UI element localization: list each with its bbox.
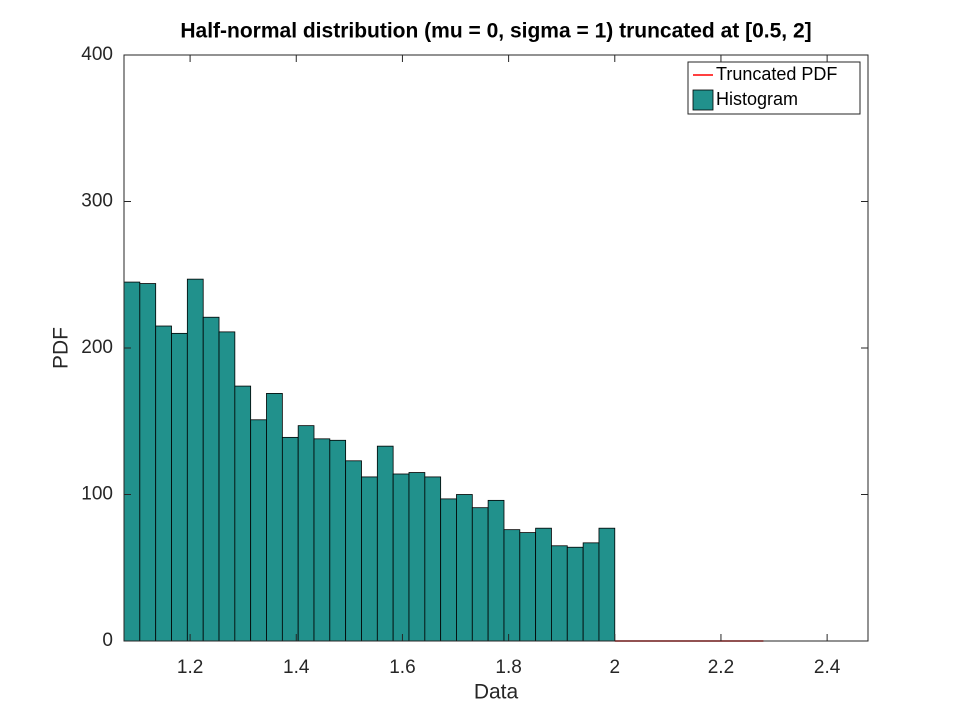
x-tick-label: 2.4 xyxy=(814,657,841,678)
bar xyxy=(376,445,394,642)
bar xyxy=(313,438,331,642)
bar xyxy=(186,278,204,642)
x-tick-label: 1.6 xyxy=(389,657,415,678)
y-tick-label: 0 xyxy=(102,630,113,651)
bar xyxy=(234,385,252,642)
legend-label: Truncated PDF xyxy=(716,64,837,84)
legend-label: Histogram xyxy=(716,89,798,109)
bar xyxy=(487,499,505,642)
bar xyxy=(171,332,188,642)
legend-box xyxy=(687,61,861,115)
bar xyxy=(408,472,426,642)
x-tick-label: 1.2 xyxy=(177,657,203,678)
bar xyxy=(392,473,410,642)
chart-title: Half-normal distribution (mu = 0, sigma … xyxy=(180,20,811,43)
bar xyxy=(566,546,584,642)
bar xyxy=(440,498,457,642)
bar xyxy=(598,527,616,642)
bar xyxy=(582,542,600,642)
y-tick-label: 200 xyxy=(81,337,113,358)
x-tick-label: 2.2 xyxy=(708,657,734,678)
bar xyxy=(519,532,537,642)
bar xyxy=(123,281,141,642)
bar xyxy=(329,439,347,642)
bar xyxy=(361,476,378,642)
bar xyxy=(345,460,362,642)
bar xyxy=(503,529,521,642)
bar xyxy=(266,393,283,642)
bar xyxy=(202,316,220,642)
bar xyxy=(471,507,489,642)
y-tick-label: 300 xyxy=(81,191,113,212)
bar xyxy=(155,325,172,642)
bar xyxy=(281,436,299,642)
bar xyxy=(535,527,552,642)
bar xyxy=(551,545,568,642)
x-axis-label: Data xyxy=(474,681,519,704)
bar xyxy=(424,476,442,642)
bar xyxy=(218,331,236,642)
bar xyxy=(139,283,157,642)
y-tick-label: 100 xyxy=(81,484,113,505)
x-tick-label: 1.8 xyxy=(495,657,521,678)
y-tick-label: 400 xyxy=(81,44,113,65)
bar xyxy=(456,494,473,642)
x-tick-label: 2 xyxy=(609,657,620,678)
x-tick-label: 1.4 xyxy=(283,657,310,678)
legend-patch xyxy=(692,89,714,111)
bar xyxy=(250,419,267,642)
y-axis-label: PDF xyxy=(50,327,73,369)
bar xyxy=(297,425,315,642)
